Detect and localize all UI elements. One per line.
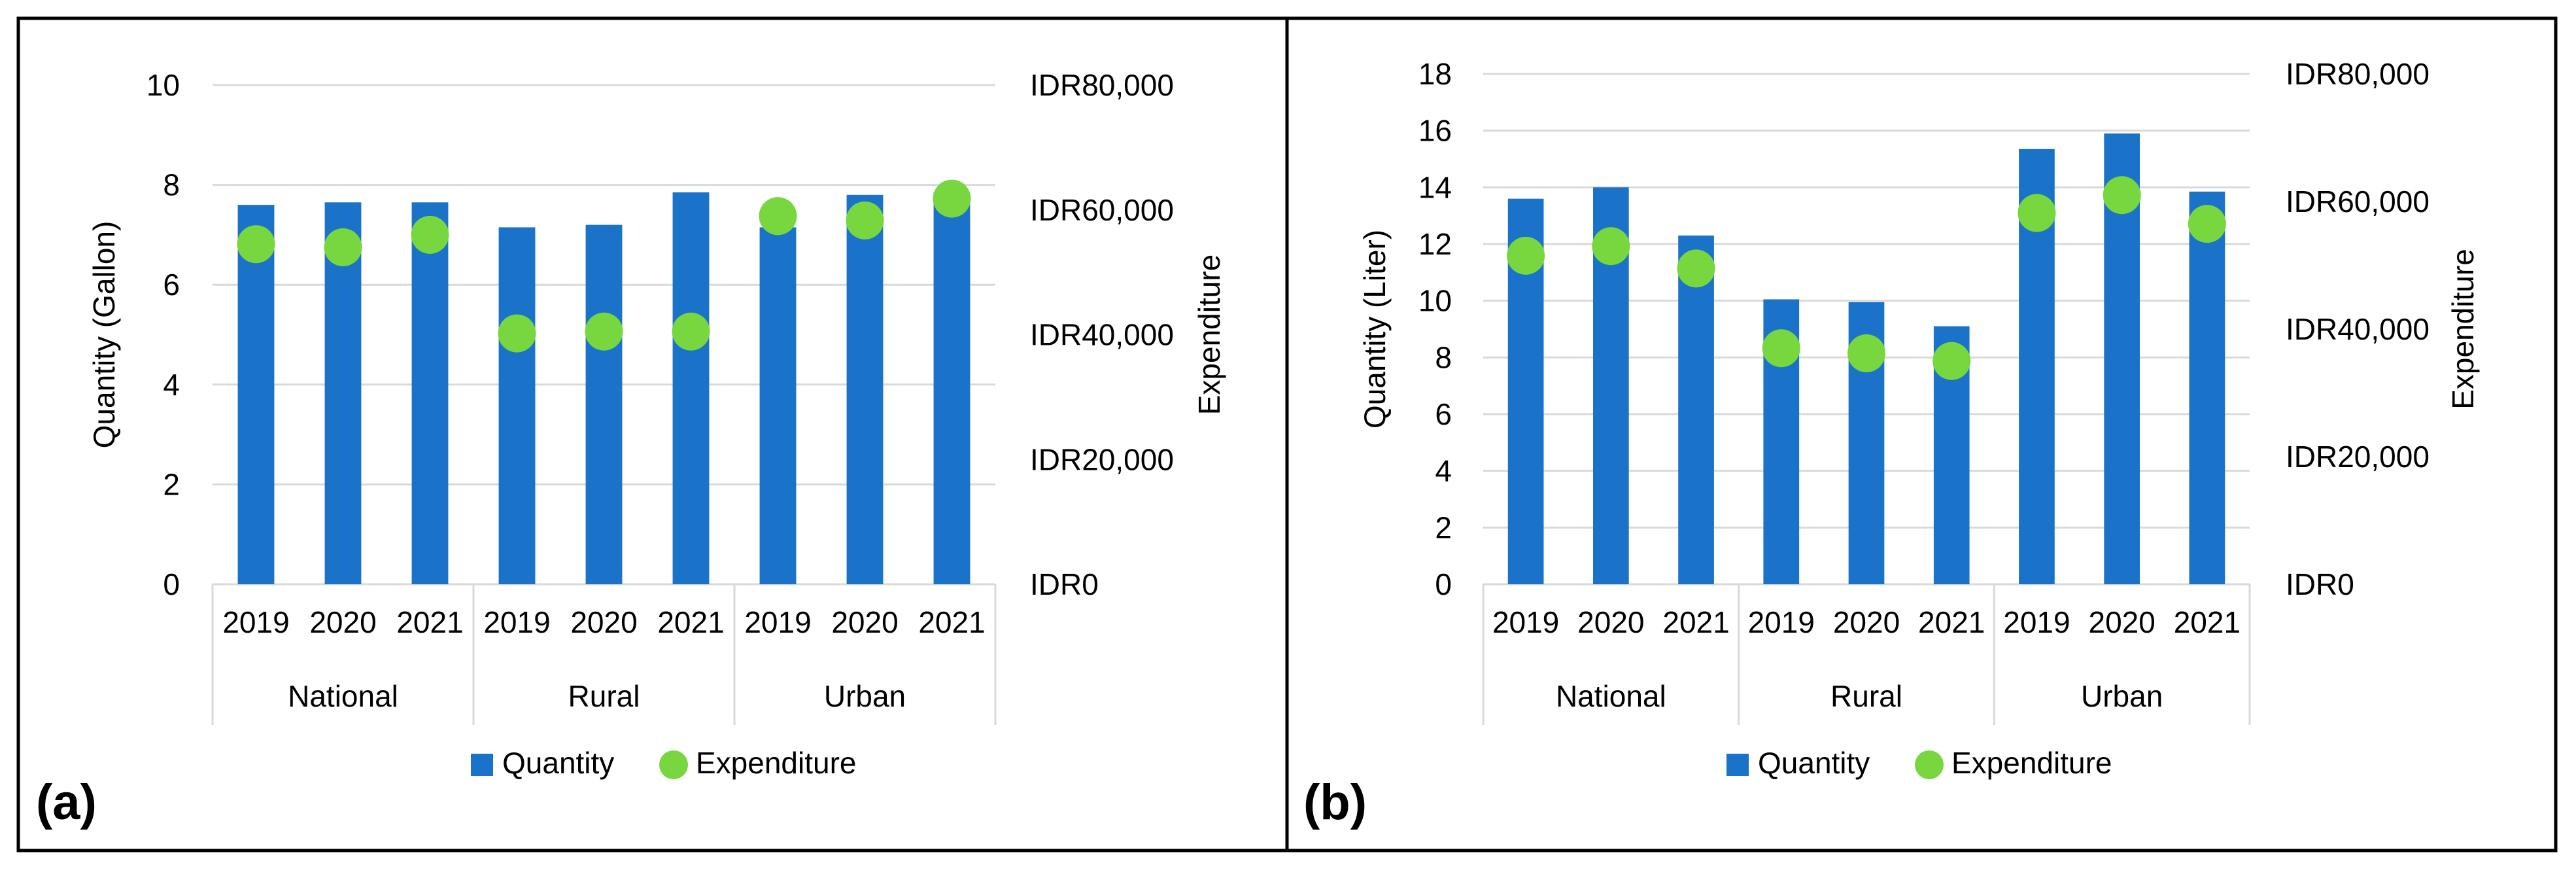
y2-axis-title: Expenditure [2446,249,2480,410]
legend-swatch-quantity [471,754,493,776]
legend-label-quantity: Quantity [502,746,614,780]
x-tick-label: 2021 [1662,605,1729,639]
x-tick-label: 2020 [570,605,637,639]
bar-quantity [759,227,797,585]
y-axis-title: Quantity (Liter) [1358,230,1392,429]
legend: Quantity Expenditure [471,746,857,780]
group-label: National [288,679,398,713]
y-tick-label: 14 [1418,170,1452,204]
y-tick-label: 2 [1435,510,1452,544]
y-tick-label: 18 [1418,57,1452,91]
x-tick-label: 2020 [1577,605,1644,639]
point-expenditure [672,312,710,351]
point-expenditure [324,228,362,266]
y-tick-label: 6 [1435,397,1452,431]
bar-quantity [672,192,710,584]
panel-frame [1285,16,2558,852]
bar-quantity [585,224,623,584]
point-expenditure [933,179,971,218]
bar-quantity [846,194,884,584]
y2-tick-label: IDR20,000 [1030,442,1174,476]
bar-quantity [2189,191,2225,584]
y2-tick-label: IDR0 [1030,567,1099,601]
point-expenditure [1847,334,1885,373]
y2-tick-label: IDR80,000 [2286,57,2430,91]
y-tick-label: 0 [1435,567,1452,601]
panel-frame [16,16,1289,852]
x-tick-label: 2019 [744,605,811,639]
y2-tick-label: IDR0 [2286,567,2354,601]
group-label: Rural [1830,679,1902,713]
y-axis-title: Quantity (Gallon) [87,221,121,449]
group-label: National [1556,679,1666,713]
point-expenditure [1592,227,1630,266]
y-tick-label: 4 [1435,454,1452,488]
y-tick-label: 8 [163,168,180,202]
y2-tick-label: IDR60,000 [1030,193,1174,227]
point-expenditure [411,215,449,254]
y2-tick-label: IDR80,000 [1030,68,1174,102]
point-expenditure [2188,205,2226,243]
y-tick-label: 4 [163,368,180,402]
chart-panel-a: 0 2 4 6 8 10 IDR0 IDR20,000 IDR40,000 IDR60,000 ID… [16,16,1289,852]
x-tick-label: 2020 [2088,605,2155,639]
legend-swatch-expenditure [659,750,688,779]
y-tick-label: 6 [163,268,180,302]
point-expenditure [846,201,884,239]
legend-label-quantity: Quantity [1758,746,1870,780]
group-label: Urban [824,679,906,713]
bar-quantity [411,202,449,584]
point-expenditure [1762,329,1800,368]
x-tick-label: 2019 [2003,605,2070,639]
legend: Quantity Expenditure [1726,746,2112,780]
y2-tick-label: IDR60,000 [2286,184,2430,219]
point-expenditure [759,197,797,236]
bar-quantity [1678,236,1714,584]
panel-label: (a) [36,775,97,830]
x-tick-label: 2019 [222,605,289,639]
x-tick-label: 2021 [1918,605,1985,639]
group-label: Urban [2081,679,2163,713]
legend-swatch-expenditure [1915,750,1944,779]
point-expenditure [1677,249,1715,288]
point-expenditure [1507,236,1545,275]
x-tick-label: 2021 [2174,605,2241,639]
x-tick-label: 2021 [657,605,724,639]
bar-quantity [498,227,536,585]
x-tick-label: 2019 [1492,605,1559,639]
y2-axis-title: Expenditure [1192,255,1226,415]
y-tick-label: 0 [163,567,180,601]
x-tick-label: 2021 [918,605,985,639]
group-label: Rural [568,679,640,713]
y-tick-label: 10 [146,68,180,102]
legend-label-expenditure: Expenditure [1951,746,2112,780]
x-tick-label: 2020 [309,605,376,639]
point-expenditure [498,314,536,353]
y-tick-label: 12 [1418,227,1452,261]
point-expenditure [2103,176,2141,215]
point-expenditure [237,225,275,264]
bar-quantity [237,205,275,584]
x-tick-label: 2020 [1833,605,1900,639]
point-expenditure [585,312,623,351]
legend-label-expenditure: Expenditure [696,746,857,780]
legend-swatch-quantity [1726,754,1749,776]
y2-tick-label: IDR40,000 [1030,318,1174,352]
panel-label: (b) [1303,775,1367,830]
x-tick-label: 2019 [483,605,550,639]
x-tick-label: 2019 [1748,605,1815,639]
y-tick-label: 16 [1418,114,1452,148]
bar-quantity [933,192,970,584]
point-expenditure [2018,194,2056,232]
x-tick-label: 2021 [396,605,463,639]
chart-panel-b: 0 2 4 6 8 10 12 14 16 18 IDR0 IDR20,000 IDR40,000 IDR… [1285,16,2558,852]
y2-tick-label: IDR20,000 [2286,440,2430,474]
point-expenditure [1932,342,1971,380]
y-tick-label: 10 [1418,284,1452,318]
y2-tick-label: IDR40,000 [2286,312,2430,346]
x-tick-label: 2020 [831,605,898,639]
y-tick-label: 8 [1435,340,1452,374]
y-tick-label: 2 [163,467,180,501]
